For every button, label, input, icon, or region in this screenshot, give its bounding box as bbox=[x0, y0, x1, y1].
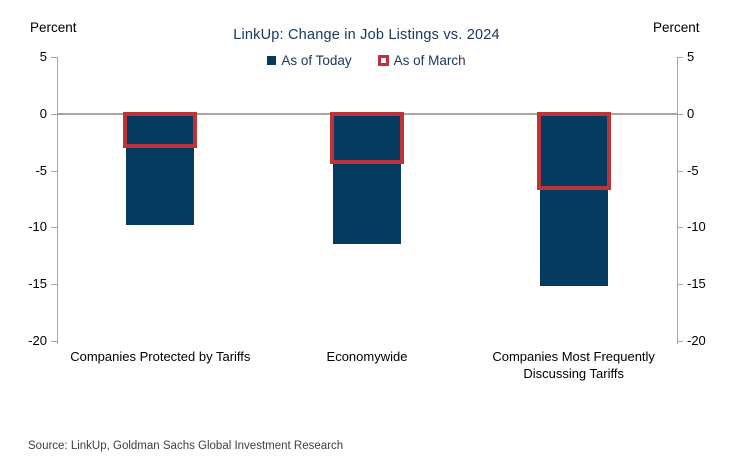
legend-label-as-of-march: As of March bbox=[393, 53, 466, 68]
right-y-tick bbox=[677, 227, 683, 229]
x-axis-label-2: Companies Most Frequently Discussing Tar… bbox=[492, 349, 655, 381]
left-y-tick-label: -10 bbox=[28, 219, 47, 235]
left-y-tick-label: -15 bbox=[28, 276, 47, 292]
legend: As of Today As of March bbox=[0, 53, 733, 68]
left-y-axis-line bbox=[57, 57, 58, 344]
right-y-tick bbox=[677, 341, 683, 342]
as-of-today-filled-square-icon bbox=[267, 56, 277, 65]
right-y-tick-label: -20 bbox=[687, 333, 706, 348]
bar-outline-as-of-march-0 bbox=[123, 111, 198, 148]
bar-outline-as-of-march-1 bbox=[330, 111, 404, 164]
x-axis-label-1: Economywide bbox=[326, 349, 408, 364]
right-y-axis-line bbox=[677, 57, 678, 344]
right-y-tick bbox=[677, 170, 683, 172]
as-of-march-open-square-icon bbox=[377, 55, 389, 66]
right-y-tick-label: -10 bbox=[687, 219, 706, 235]
bar-as-of-today-0 bbox=[126, 113, 195, 226]
legend-item-as-of-today: As of Today bbox=[267, 53, 352, 68]
left-y-tick bbox=[51, 284, 57, 286]
right-axis-unit-label: Percent bbox=[653, 20, 700, 35]
legend-label-as-of-today: As of Today bbox=[281, 53, 352, 68]
chart-title: LinkUp: Change in Job Listings vs. 2024 bbox=[233, 27, 500, 43]
right-y-tick-label: -5 bbox=[687, 162, 699, 178]
left-axis-unit-label: Percent bbox=[30, 20, 77, 35]
legend-item-as-of-march: As of March bbox=[377, 53, 466, 68]
left-y-tick bbox=[51, 113, 57, 115]
left-y-tick bbox=[51, 341, 57, 342]
left-y-tick-label: -20 bbox=[28, 333, 47, 348]
right-y-tick bbox=[677, 284, 683, 286]
left-y-tick bbox=[51, 57, 57, 58]
right-y-tick bbox=[677, 113, 683, 115]
left-y-tick bbox=[51, 227, 57, 229]
right-y-tick-label: -15 bbox=[687, 276, 706, 292]
right-y-tick-label: 5 bbox=[687, 49, 695, 64]
right-y-tick-label: 0 bbox=[687, 105, 695, 121]
bar-as-of-today-1 bbox=[333, 113, 401, 245]
left-y-tick-label: -5 bbox=[35, 162, 47, 178]
bar-outline-as-of-march-2 bbox=[536, 111, 611, 190]
left-y-tick-label: 0 bbox=[39, 105, 47, 121]
right-y-tick bbox=[677, 57, 683, 58]
source-note: Source: LinkUp, Goldman Sachs Global Inv… bbox=[28, 440, 344, 452]
left-y-tick-label: 5 bbox=[39, 49, 47, 64]
x-axis-label-0: Companies Protected by Tariffs bbox=[70, 349, 251, 364]
bar-as-of-today-2 bbox=[539, 113, 608, 287]
left-y-tick bbox=[51, 170, 57, 172]
